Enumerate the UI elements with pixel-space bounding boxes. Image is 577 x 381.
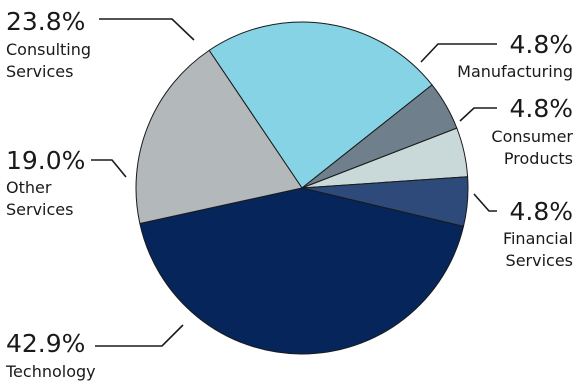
slice-category-label-other-services: Services	[6, 200, 73, 219]
leader-lines	[91, 18, 497, 347]
slice-labels: 23.8% Consulting Services 4.8% Manufacturing…	[5, 7, 573, 381]
slice-value-label-manufacturing: 4.8%	[509, 30, 573, 59]
leader-line-technology	[95, 324, 184, 347]
leader-line-consumer-products	[459, 107, 497, 122]
pie-slice-technology	[139, 187, 464, 355]
slice-category-label-financial-services: Services	[506, 251, 573, 270]
slice-category-label-other-services: Other	[6, 178, 52, 197]
slice-category-label-financial-services: Financial	[503, 229, 573, 248]
slice-value-label-consulting-services: 23.8%	[6, 7, 85, 36]
pie-slice-consulting-services	[208, 21, 433, 189]
pie-slice-other-services	[135, 49, 303, 224]
leader-line-financial-services	[473, 193, 497, 212]
slice-value-label-financial-services: 4.8%	[509, 197, 573, 226]
slice-value-label-other-services: 19.0%	[6, 146, 85, 175]
slice-value-label-consumer-products: 4.8%	[509, 94, 573, 123]
slice-category-label-consulting-services: Consulting	[6, 40, 91, 59]
leader-line-consulting-services	[99, 18, 195, 41]
leader-line-manufacturing	[420, 43, 497, 63]
slice-category-label-technology: Technology	[5, 362, 96, 381]
pie-slices	[135, 21, 469, 355]
leader-line-other-services	[91, 159, 127, 178]
slice-value-label-technology: 42.9%	[6, 329, 85, 358]
slice-category-label-manufacturing: Manufacturing	[457, 62, 573, 81]
slice-category-label-consumer-products: Products	[504, 149, 573, 168]
slice-category-label-consumer-products: Consumer	[491, 127, 573, 146]
slice-category-label-consulting-services: Services	[6, 62, 73, 81]
